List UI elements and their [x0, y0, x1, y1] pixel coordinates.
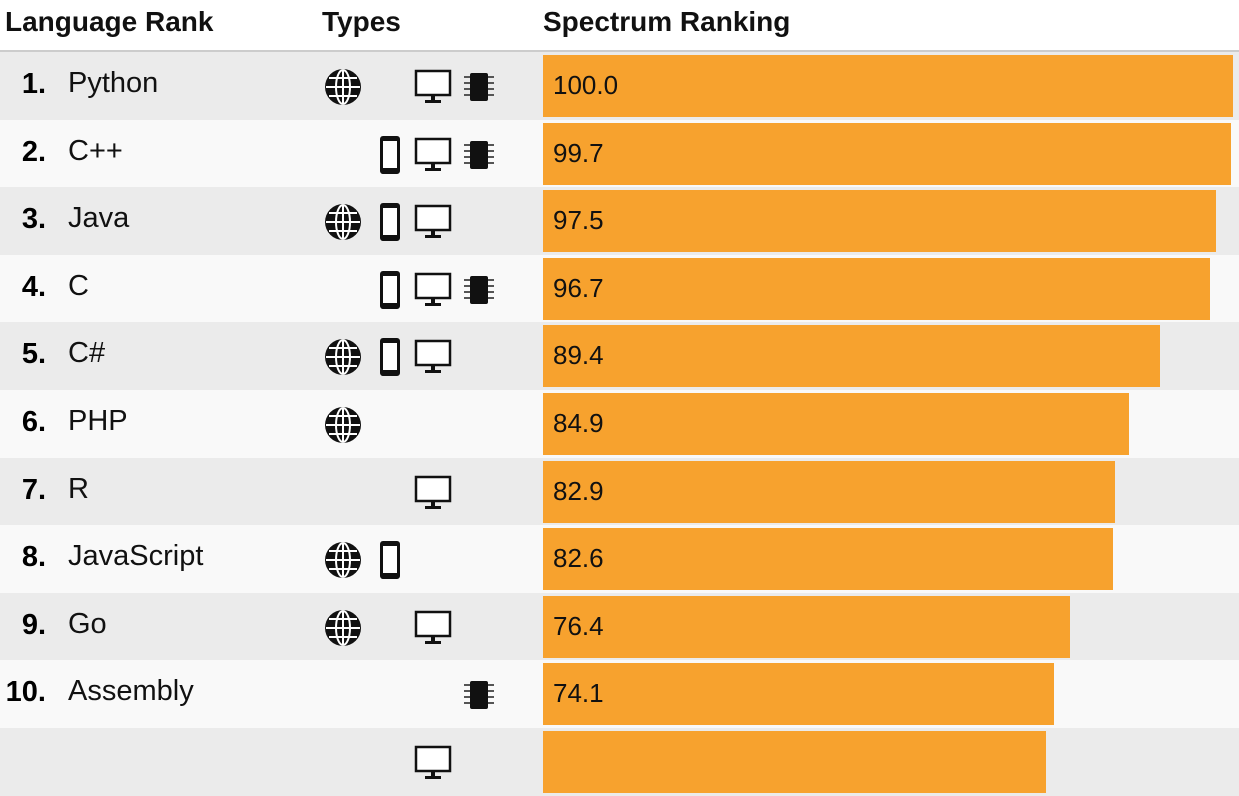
- web-icon: [323, 67, 363, 107]
- ranking-bar: [543, 460, 1115, 523]
- language-name[interactable]: Assembly: [68, 675, 194, 708]
- desktop-icon: [413, 135, 453, 175]
- mobile-icon: [370, 337, 410, 377]
- mobile-icon: [370, 270, 410, 310]
- web-icon: [323, 337, 363, 377]
- ranking-value: 76.4: [553, 610, 604, 641]
- web-icon: [323, 202, 363, 242]
- language-name[interactable]: Go: [68, 607, 107, 640]
- table-row[interactable]: 10. Assembly 74.1: [0, 660, 1239, 729]
- ranking-bar: [543, 257, 1211, 320]
- embedded-icon: [459, 270, 499, 310]
- ranking-value: 82.6: [553, 543, 604, 574]
- ranking-value: 74.1: [553, 678, 604, 709]
- rank-number: 8.: [21, 541, 46, 574]
- header-language-rank[interactable]: Language Rank: [5, 6, 214, 37]
- ranking-bar: [543, 595, 1071, 658]
- ranking-bar: [543, 122, 1231, 185]
- mobile-icon: [370, 135, 410, 175]
- language-name[interactable]: C#: [68, 337, 106, 370]
- desktop-icon: [413, 202, 453, 242]
- ranking-value: 100.0: [553, 70, 619, 100]
- rank-number: 1.: [21, 68, 46, 100]
- table-row[interactable]: 8. JavaScript 82.6: [0, 525, 1239, 594]
- language-name[interactable]: C: [68, 269, 89, 302]
- ranking-bar: [543, 663, 1055, 726]
- table-row[interactable]: 5. C# 89.4: [0, 322, 1239, 391]
- table-row[interactable]: 1. Python 100.0: [0, 52, 1239, 120]
- ranking-bar: [543, 528, 1113, 591]
- mobile-icon: [370, 202, 410, 242]
- table-row[interactable]: [0, 728, 1239, 796]
- table-row[interactable]: 4. C 96.7: [0, 254, 1239, 323]
- rank-number: 5.: [21, 338, 46, 371]
- mobile-icon: [370, 540, 410, 580]
- language-name[interactable]: C++: [68, 134, 123, 167]
- ranking-bar: [543, 731, 1046, 793]
- ranking-bar: [543, 55, 1233, 117]
- table-row[interactable]: 6. PHP 84.9: [0, 390, 1239, 458]
- ranking-value: 84.9: [553, 408, 604, 438]
- ranking-value: 97.5: [553, 205, 604, 236]
- rank-number: 9.: [21, 608, 46, 641]
- desktop-icon: [413, 473, 453, 513]
- embedded-icon: [459, 67, 499, 107]
- rank-number: 2.: [21, 135, 46, 168]
- web-icon: [323, 405, 363, 445]
- desktop-icon: [413, 67, 453, 107]
- language-name[interactable]: Java: [68, 202, 130, 235]
- language-name[interactable]: Python: [68, 67, 159, 99]
- rank-number: 7.: [21, 473, 46, 506]
- rank-number: 3.: [21, 203, 46, 236]
- table-header: Language Rank Types Spectrum Ranking: [0, 0, 1239, 52]
- ranking-value: 82.9: [553, 475, 604, 506]
- header-spectrum-ranking[interactable]: Spectrum Ranking: [543, 6, 791, 37]
- ranking-bar: [543, 393, 1129, 455]
- embedded-icon: [459, 675, 499, 715]
- language-name[interactable]: R: [68, 472, 89, 505]
- rank-number: 10.: [5, 676, 46, 709]
- rank-number: 6.: [21, 406, 46, 438]
- rank-number: 4.: [21, 270, 46, 303]
- desktop-icon: [413, 270, 453, 310]
- language-name[interactable]: PHP: [68, 405, 128, 437]
- ranking-value: 99.7: [553, 137, 604, 168]
- ranking-value: 96.7: [553, 272, 604, 303]
- ranking-bar: [543, 190, 1216, 253]
- table-row[interactable]: 2. C++ 99.7: [0, 119, 1239, 188]
- embedded-icon: [459, 135, 499, 175]
- header-types[interactable]: Types: [322, 6, 401, 37]
- desktop-icon: [413, 337, 453, 377]
- web-icon: [323, 540, 363, 580]
- web-icon: [323, 608, 363, 648]
- language-name[interactable]: JavaScript: [68, 540, 204, 573]
- desktop-icon: [413, 743, 453, 783]
- desktop-icon: [413, 608, 453, 648]
- table-row[interactable]: 7. R 82.9: [0, 457, 1239, 526]
- table-row[interactable]: 9. Go 76.4: [0, 592, 1239, 661]
- ranking-value: 89.4: [553, 340, 604, 371]
- table-row[interactable]: 3. Java 97.5: [0, 187, 1239, 256]
- ranking-bar: [543, 325, 1160, 388]
